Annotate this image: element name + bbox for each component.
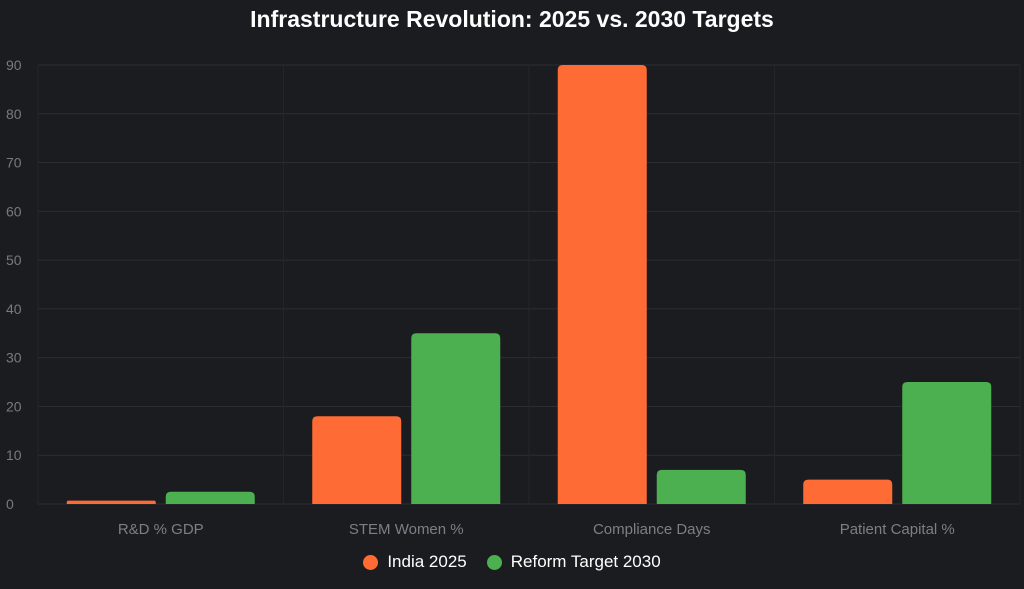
bar-india-2025 (312, 416, 402, 504)
bar-india-2025 (66, 500, 156, 504)
bar-reform-target-2030 (902, 382, 992, 504)
chart-title: Infrastructure Revolution: 2025 vs. 2030… (250, 6, 774, 32)
legend-swatch-reform-target-2030 (486, 554, 502, 570)
y-tick-label: 40 (6, 301, 22, 317)
legend-label-reform-target-2030: Reform Target 2030 (510, 552, 661, 571)
bar-reform-target-2030 (165, 491, 255, 504)
y-tick-label: 0 (6, 496, 14, 512)
legend-label-india-2025: India 2025 (387, 552, 467, 571)
bar-india-2025 (803, 479, 893, 504)
y-tick-label: 70 (6, 155, 22, 171)
y-tick-label: 90 (6, 57, 22, 73)
legend-swatch-india-2025 (363, 554, 379, 570)
bar-india-2025 (557, 65, 647, 504)
x-tick-label: Compliance Days (593, 521, 711, 538)
x-tick-label: STEM Women % (349, 521, 464, 538)
y-tick-label: 50 (6, 252, 22, 268)
y-tick-label: 30 (6, 350, 22, 366)
bar-reform-target-2030 (656, 469, 746, 504)
y-tick-label: 60 (6, 203, 22, 219)
y-tick-label: 20 (6, 398, 22, 414)
x-tick-label: R&D % GDP (118, 521, 204, 538)
bar-reform-target-2030 (411, 333, 501, 504)
legend-item-reform-target-2030[interactable]: Reform Target 2030 (486, 552, 661, 572)
legend-item-india-2025[interactable]: India 2025 (363, 552, 467, 572)
y-tick-label: 80 (6, 106, 22, 122)
x-tick-label: Patient Capital % (840, 521, 955, 538)
chart-legend: India 2025 Reform Target 2030 (0, 552, 1024, 572)
y-tick-label: 10 (6, 447, 22, 463)
